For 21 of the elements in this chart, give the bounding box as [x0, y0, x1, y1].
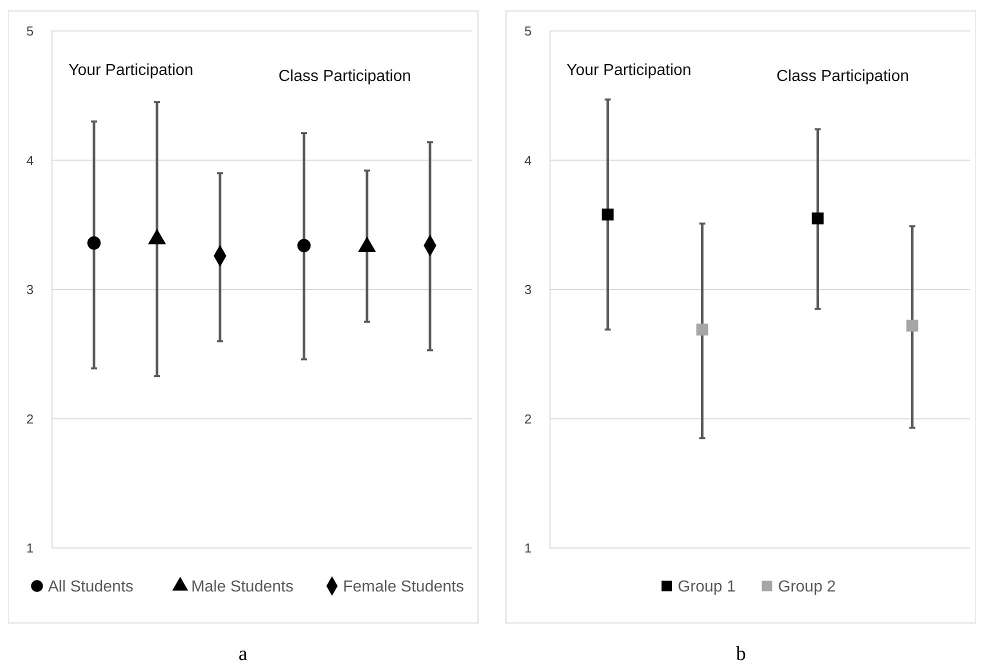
y-tick-label: 4 — [524, 152, 532, 168]
y-tick-label: 1 — [524, 540, 532, 556]
annotation: Your Participation — [68, 62, 194, 79]
text: b — [736, 643, 746, 665]
y-tick-label: 1 — [26, 540, 34, 556]
annotation: Class Participation — [776, 68, 909, 85]
legend-label: Male Students — [191, 578, 294, 596]
legend-label: Group 1 — [678, 578, 736, 596]
y-tick-label: 4 — [26, 152, 34, 168]
y-tick-label: 2 — [26, 411, 34, 426]
y-tick-label: 5 — [26, 24, 34, 39]
legend-label: Group 2 — [778, 578, 836, 596]
y-tick-label: 3 — [26, 282, 34, 298]
annotation: Class Participation — [278, 68, 411, 85]
y-tick-label: 2 — [524, 411, 532, 426]
text: a — [238, 643, 248, 665]
legend-label: Female Students — [343, 578, 464, 596]
y-tick-label: 3 — [524, 282, 532, 298]
legend-label: All Students — [48, 578, 134, 596]
annotation: Your Participation — [566, 62, 692, 79]
y-tick-label: 5 — [524, 24, 532, 39]
